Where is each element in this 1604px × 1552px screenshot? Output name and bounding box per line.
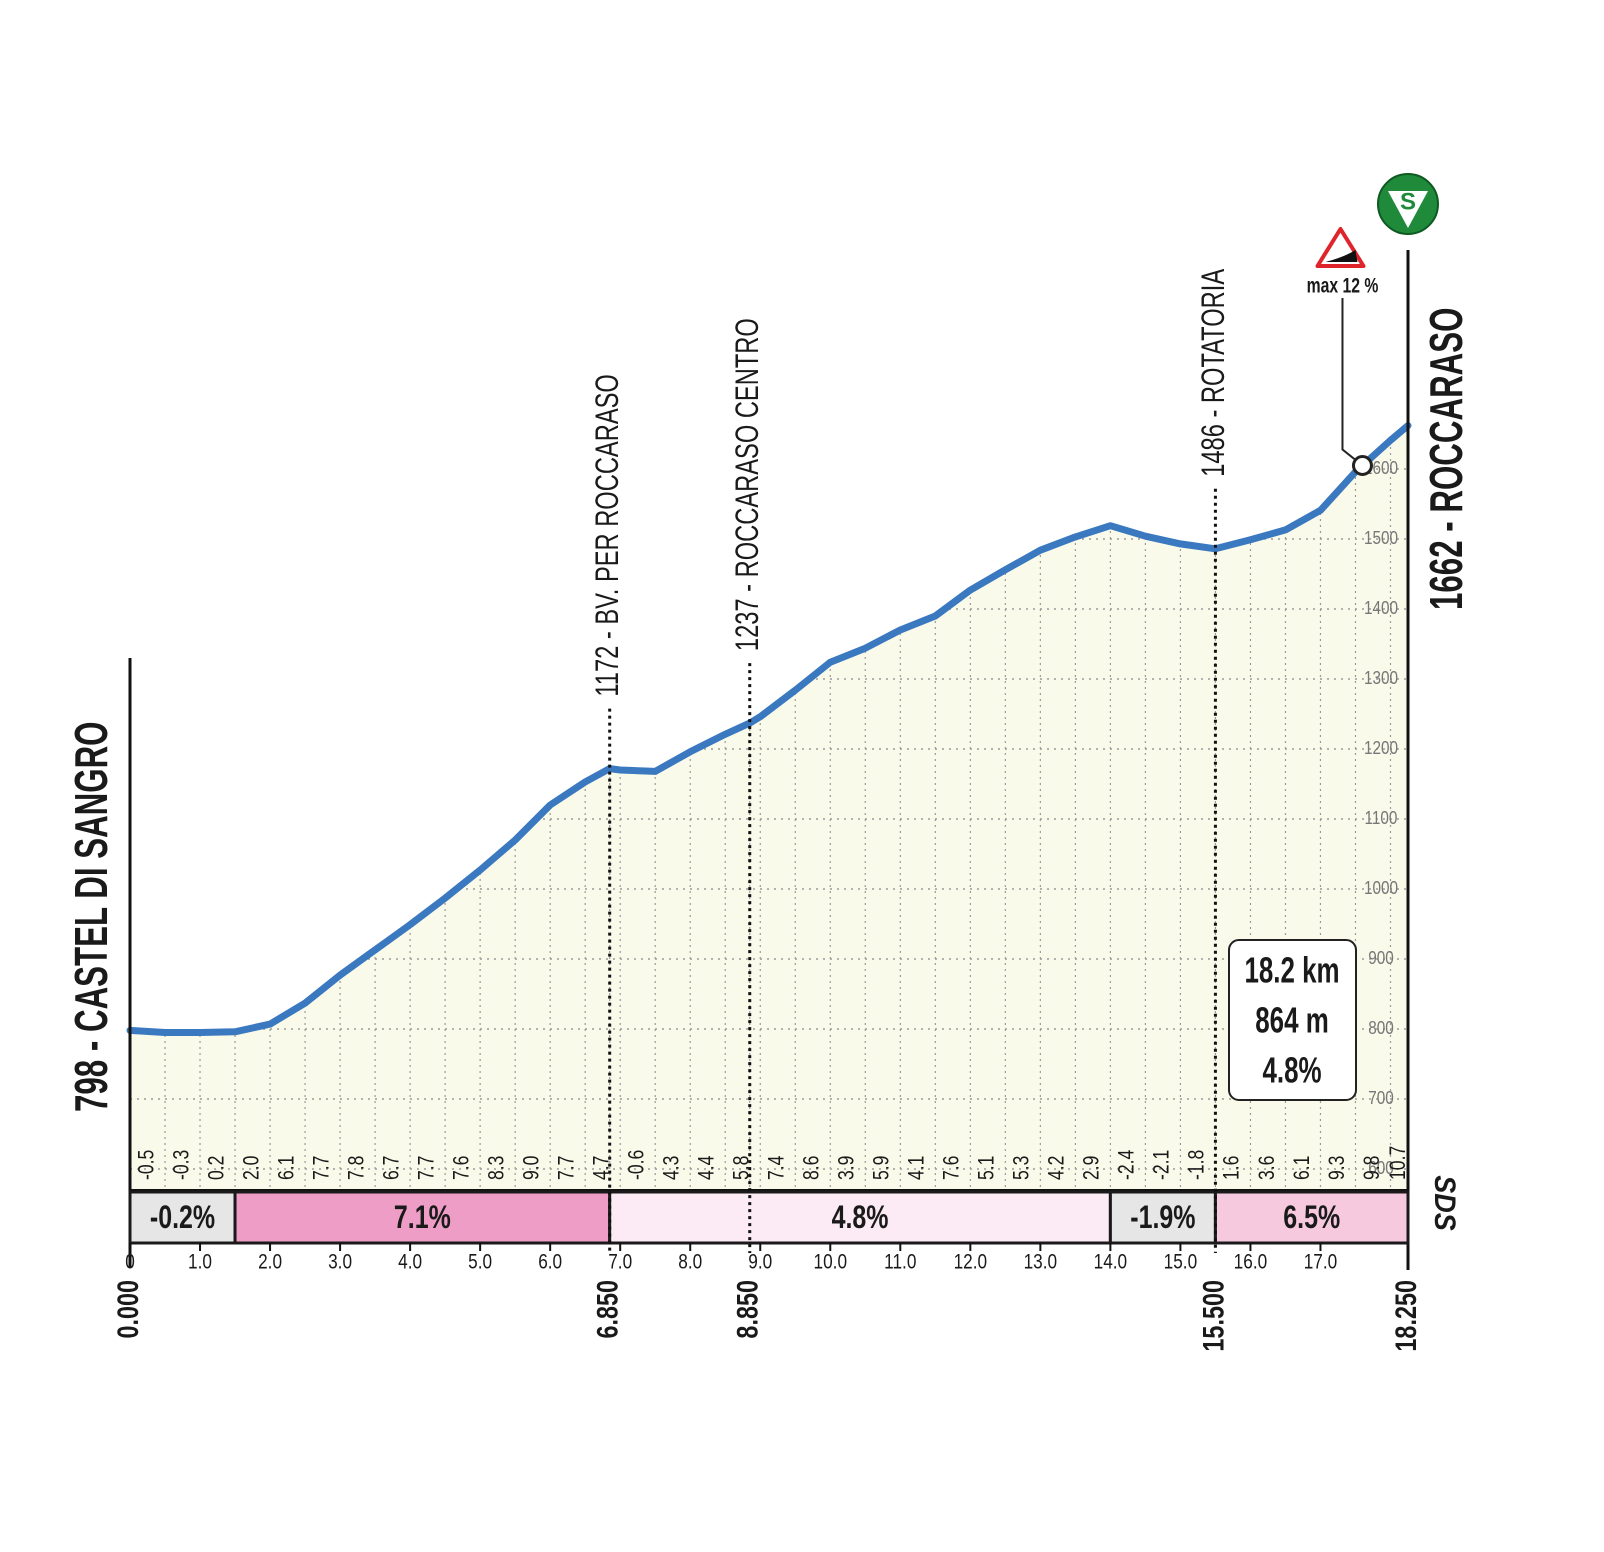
gradient-label: 9.8 [1359, 1156, 1384, 1180]
gradient-label: 8.6 [799, 1156, 824, 1180]
stats-text: 864 m [1255, 1000, 1328, 1041]
x-tick-label: 8.0 [678, 1251, 702, 1274]
section-label: -1.9% [1130, 1199, 1195, 1235]
gradient-label: 0.2 [203, 1156, 228, 1180]
y-tick-label: 1300 [1364, 668, 1398, 688]
gradient-label: 6.7 [378, 1156, 403, 1180]
logo: SDS [1428, 1175, 1461, 1231]
gradient-label: 7.4 [764, 1156, 789, 1180]
x-tick-label: 13.0 [1024, 1251, 1058, 1274]
x-tick-label: 1.0 [188, 1251, 212, 1274]
x-tick-label: 15.0 [1164, 1251, 1198, 1274]
x-tick-label: 5.0 [468, 1251, 492, 1274]
gradient-label: 4.4 [694, 1156, 719, 1180]
max-point [1351, 455, 1373, 476]
y-tick-label: 1100 [1365, 808, 1398, 828]
x-tick-label: 2.0 [258, 1251, 282, 1274]
y-tick-label: 1200 [1364, 738, 1398, 758]
y-tick-label: 600 [1368, 1158, 1394, 1178]
max-icon-hill [1325, 250, 1358, 262]
y-tick-label: 1000 [1364, 878, 1398, 898]
x-tick-label: 4.0 [398, 1251, 422, 1274]
gradient-label: 2.0 [238, 1156, 263, 1180]
gradient-label: 6.1 [273, 1156, 298, 1180]
y-tick-label: 700 [1368, 1088, 1394, 1108]
gradient-label: 5.3 [1009, 1156, 1034, 1180]
x-tick-label: 0 [125, 1251, 135, 1274]
waypoint-km: 18.250 [1390, 1280, 1423, 1352]
gradient-label: -0.6 [624, 1150, 649, 1180]
x-tick-label: 14.0 [1094, 1251, 1128, 1274]
waypoint-km: 8.850 [732, 1280, 765, 1339]
gradient-label: -2.4 [1114, 1150, 1139, 1180]
gradient-label: 4.3 [659, 1156, 684, 1180]
gradient-label: 7.7 [553, 1156, 578, 1180]
x-tick-label: 11.0 [884, 1251, 916, 1274]
gradient-label: 3.6 [1254, 1156, 1279, 1180]
stats-text: 4.8% [1262, 1050, 1321, 1091]
finish-label: 1662 - ROCCARASO [1420, 308, 1472, 610]
waypoint-name: 1237 - ROCCARASO CENTRO [729, 318, 765, 651]
stats-text: 18.2 km [1244, 950, 1339, 991]
section-label: 7.1% [394, 1199, 451, 1235]
gradient-label: 5.1 [974, 1156, 999, 1180]
gradient-label: 8.3 [483, 1156, 508, 1180]
waypoint-km: 6.850 [592, 1280, 625, 1339]
gradient-section [128, 1190, 237, 1245]
gradient-label: 4.7 [588, 1156, 613, 1180]
gradient-label: 3.9 [834, 1156, 859, 1180]
y-tick-label: 800 [1368, 1018, 1394, 1038]
gradient-label: 7.7 [413, 1156, 438, 1180]
waypoint-km: 0.000 [112, 1280, 145, 1339]
finish-icon-text: S [1400, 188, 1416, 215]
x-tick-label: 3.0 [328, 1251, 352, 1274]
gradient-label: -1.8 [1184, 1150, 1209, 1180]
gradient-section [1108, 1190, 1217, 1245]
gradient-label: 5.9 [869, 1156, 894, 1180]
max-leader [1341, 298, 1364, 467]
x-tick-label: 7.0 [608, 1251, 632, 1274]
gradient-label: 4.1 [904, 1156, 929, 1180]
gradient-label: -2.1 [1149, 1150, 1174, 1180]
area-fill [130, 425, 1408, 1191]
gradient-label: 7.8 [343, 1156, 368, 1180]
waypoint-name: 1486 - ROTATORIA [1195, 268, 1231, 476]
y-tick-label: 900 [1368, 948, 1394, 968]
x-tick-label: 17.0 [1304, 1251, 1338, 1274]
gradient-label: 7.6 [448, 1156, 473, 1180]
finish-icon-shape [1388, 191, 1428, 228]
profile-line [126, 422, 1412, 1036]
gradient-label: 7.6 [939, 1156, 964, 1180]
waypoint-km: 15.500 [1197, 1280, 1230, 1352]
x-tick-label: 6.0 [538, 1251, 562, 1274]
waypoint-name: 1172 - BV. PER ROCCARASO [589, 374, 625, 696]
gradient-section [608, 1190, 1112, 1245]
gradient-section [1213, 1190, 1410, 1245]
gradient-label: 1.6 [1219, 1156, 1244, 1180]
gradient-section [233, 1190, 612, 1245]
gradient-label: 2.9 [1079, 1156, 1104, 1180]
gradient-label: 9.0 [518, 1156, 543, 1180]
y-tick-label: 1500 [1364, 528, 1398, 548]
gradient-label: 7.7 [308, 1156, 333, 1180]
section-label: -0.2% [150, 1199, 215, 1235]
x-tick-label: 12.0 [954, 1251, 988, 1274]
gradient-label: 10.7 [1385, 1146, 1410, 1180]
gradient-label: -0.3 [168, 1150, 193, 1180]
section-label: 4.8% [832, 1199, 889, 1235]
x-tick-label: 16.0 [1234, 1251, 1268, 1274]
gradient-label: -0.5 [133, 1150, 158, 1180]
stats-box [1228, 939, 1357, 1101]
gradient-label: 9.3 [1324, 1156, 1349, 1180]
x-tick-label: 9.0 [748, 1251, 772, 1274]
max-label: max 12 % [1307, 275, 1379, 298]
section-label: 6.5% [1283, 1199, 1340, 1235]
gradient-label: 4.2 [1044, 1156, 1069, 1180]
gradient-label: 6.1 [1289, 1156, 1314, 1180]
y-tick-label: 1400 [1364, 598, 1398, 618]
start-label: 798 - CASTEL DI SANGRO [65, 721, 117, 1112]
x-tick-label: 10.0 [814, 1251, 848, 1274]
